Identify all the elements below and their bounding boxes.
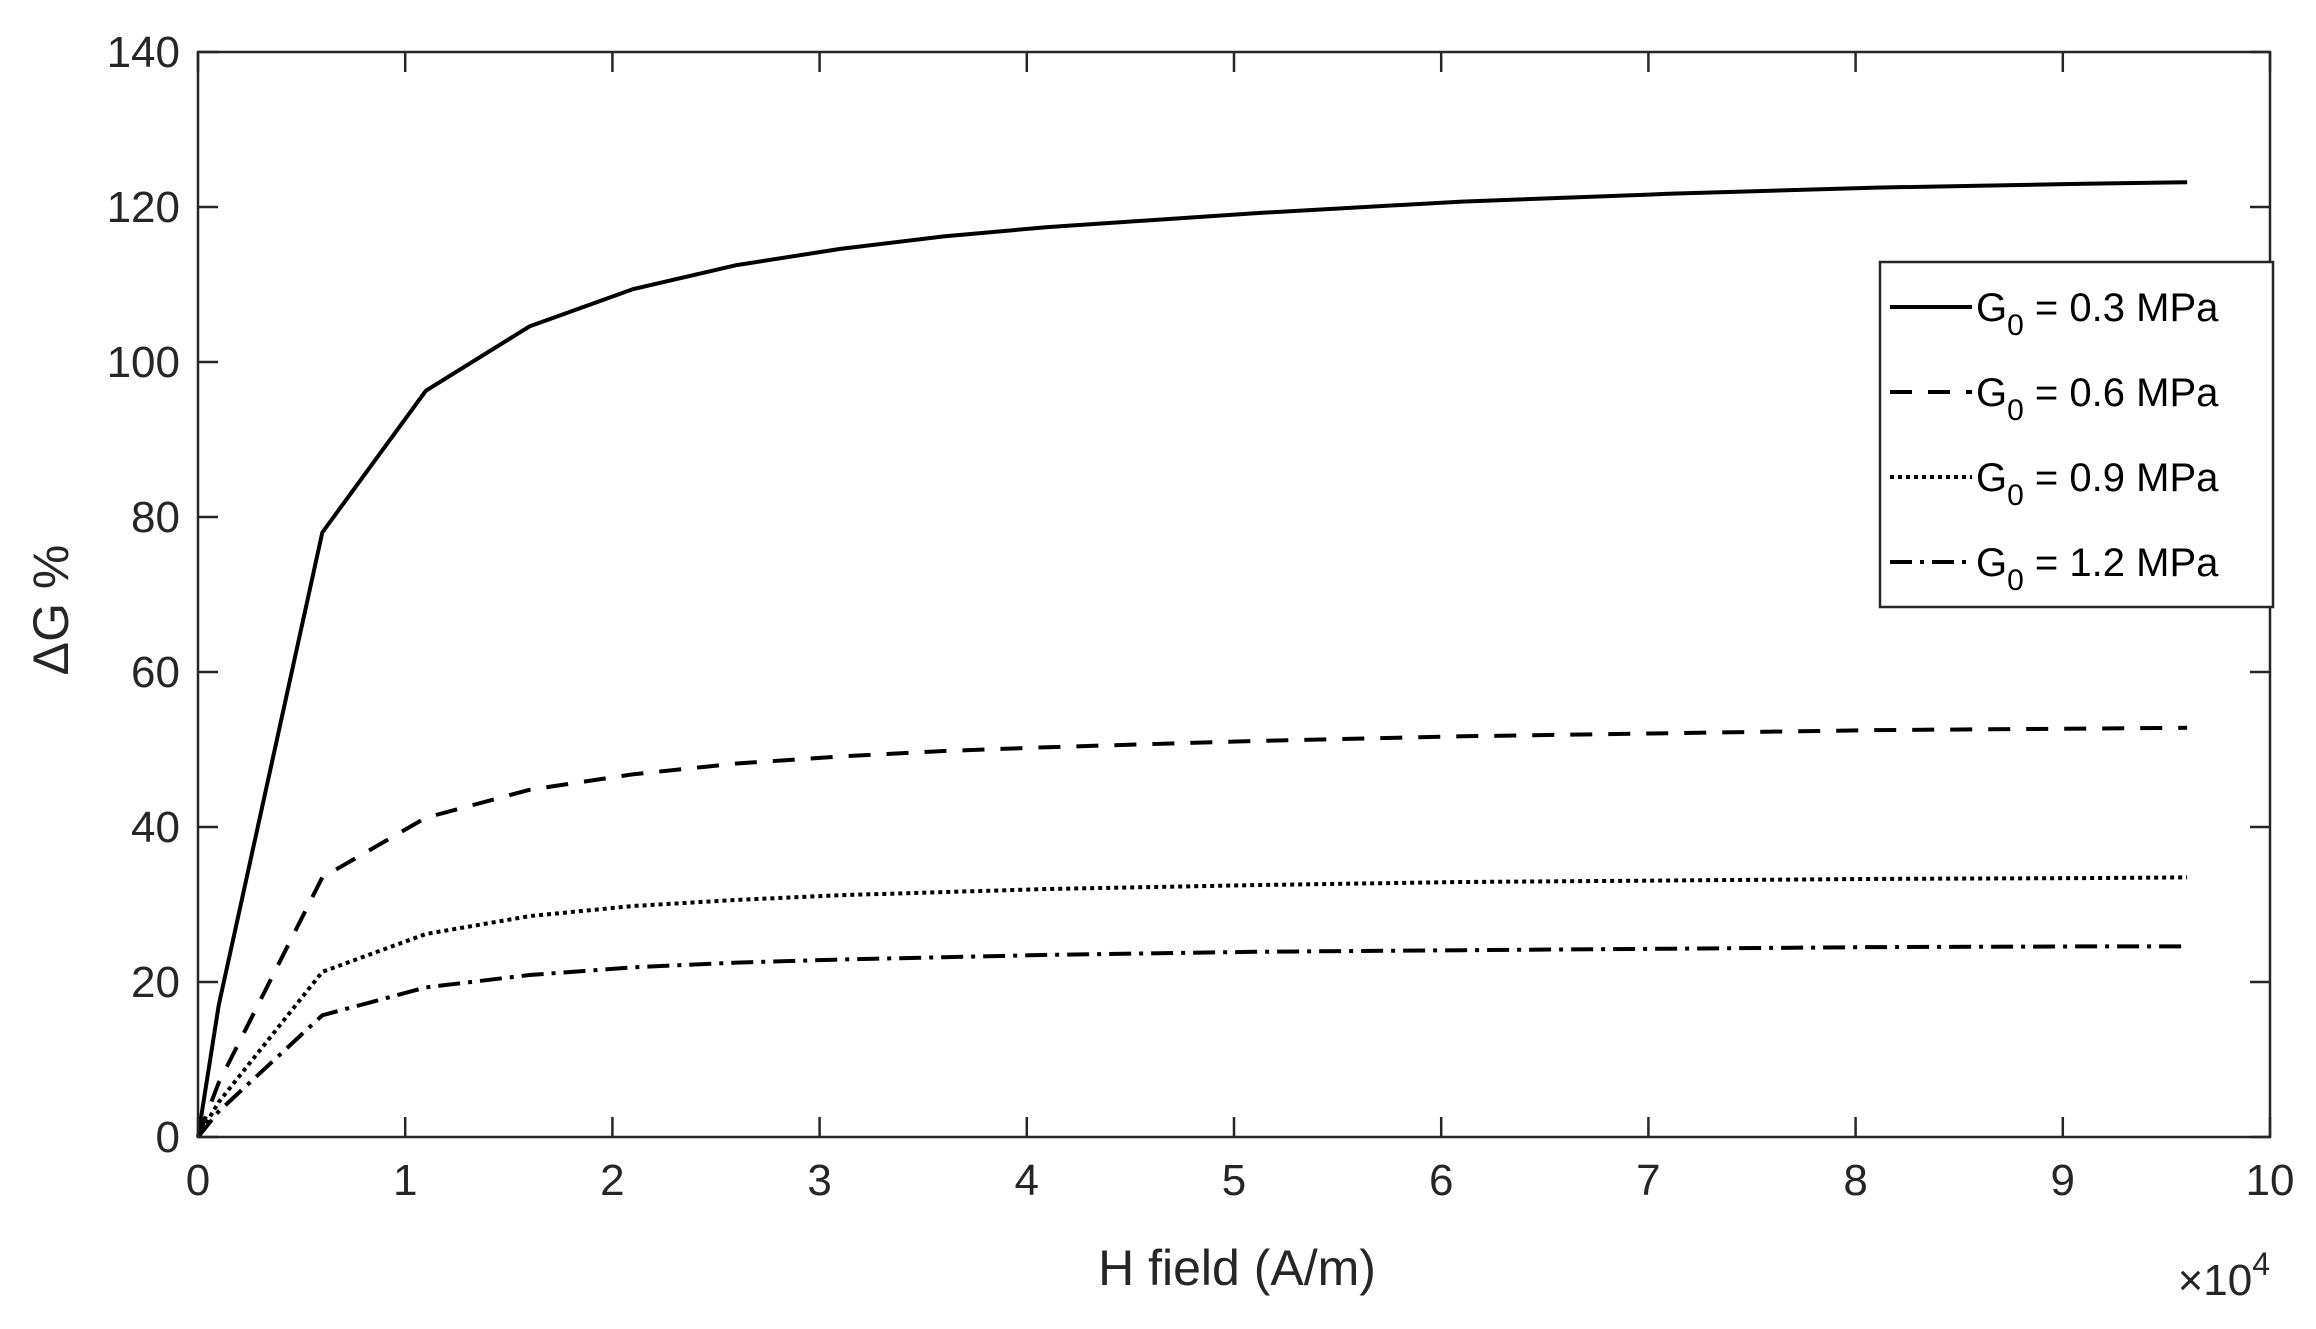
y-tick-label: 0 (156, 1113, 180, 1162)
legend-entry-label-4: G0 = 1.2 MPa (1976, 541, 2219, 597)
plot-area (196, 180, 2188, 1139)
x-tick-label: 0 (186, 1156, 210, 1205)
x-tick-label: 1 (393, 1156, 417, 1205)
y-axis-label: ΔG % (23, 545, 79, 676)
legend-entry-label-2: G0 = 0.6 MPa (1976, 371, 2219, 427)
legend-label-subscript: 0 (2007, 479, 2024, 512)
legend-entry-label-1: G0 = 0.3 MPa (1976, 286, 2219, 342)
y-tick-label: 120 (107, 183, 180, 232)
x-axis-label: H field (A/m) (1098, 1240, 1376, 1296)
y-tick-label: 20 (131, 958, 180, 1007)
legend-label-subscript: 0 (2007, 309, 2024, 342)
x-tick-label: 8 (1843, 1156, 1867, 1205)
series-line-4 (196, 944, 2188, 1139)
series-line-3 (196, 875, 2188, 1139)
x-tick-label: 2 (600, 1156, 624, 1205)
x-axis-exponent-power: 4 (2252, 1246, 2270, 1282)
x-tick-label: 3 (807, 1156, 831, 1205)
x-tick-label: 9 (2051, 1156, 2075, 1205)
y-tick-label: 80 (131, 493, 180, 542)
x-axis-exponent: ×104 (2178, 1246, 2270, 1305)
x-axis-exponent-prefix: ×10 (2178, 1256, 2253, 1305)
legend-label-rest: = 1.2 MPa (2024, 541, 2219, 585)
legend-label-rest: = 0.9 MPa (2024, 456, 2219, 500)
legend-label-main: G (1976, 286, 2007, 330)
series-line-1 (196, 180, 2188, 1138)
legend-entry-label-3: G0 = 0.9 MPa (1976, 456, 2219, 512)
legend-label-main: G (1976, 541, 2007, 585)
x-tick-label: 7 (1636, 1156, 1660, 1205)
y-tick-label: 40 (131, 803, 180, 852)
y-tick-label: 60 (131, 648, 180, 697)
y-tick-label: 140 (107, 28, 180, 77)
x-tick-label: 4 (1015, 1156, 1039, 1205)
y-tick-label: 100 (107, 338, 180, 387)
x-tick-label: 10 (2246, 1156, 2295, 1205)
legend-label-rest: = 0.6 MPa (2024, 371, 2219, 415)
legend-label-main: G (1976, 456, 2007, 500)
legend-label-subscript: 0 (2007, 394, 2024, 427)
x-tick-label: 6 (1429, 1156, 1453, 1205)
legend-label-main: G (1976, 371, 2007, 415)
x-tick-label: 5 (1222, 1156, 1246, 1205)
legend-label-rest: = 0.3 MPa (2024, 286, 2219, 330)
series-line-2 (196, 725, 2188, 1138)
legend-label-subscript: 0 (2007, 564, 2024, 597)
legend-box (1878, 260, 2275, 609)
